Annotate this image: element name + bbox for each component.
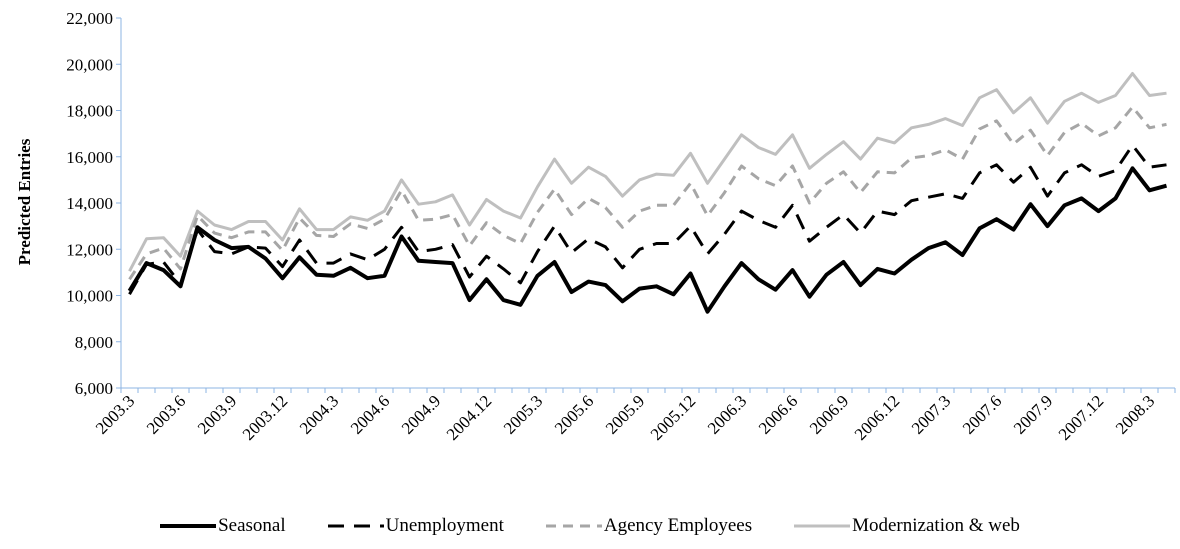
x-tick-label: 2006.3 (704, 391, 750, 437)
x-tick-label: 2005.3 (500, 391, 546, 437)
y-tick-label: 12,000 (66, 240, 113, 259)
series-line-agency-employees (128, 105, 1167, 281)
x-tick-label: 2006.12 (851, 391, 904, 444)
x-tick-label: 2004.12 (443, 391, 496, 444)
x-tick-label: 2005.12 (647, 391, 700, 444)
y-tick-label: 20,000 (66, 55, 113, 74)
legend-label: Agency Employees (603, 515, 753, 536)
x-tick-label: 2004.3 (296, 391, 342, 437)
x-tick-label: 2003.12 (239, 391, 292, 444)
legend-item: Modernization & web (794, 515, 1020, 537)
series-line-unemployment (128, 143, 1167, 296)
x-tick-label: 2005.6 (551, 391, 597, 437)
x-tick-label: 2007.3 (908, 391, 954, 437)
legend: Seasonal Unemployment Agency Employees Mode… (0, 511, 1180, 541)
x-tick-label: 2004.9 (398, 391, 444, 437)
y-tick-label: 22,000 (66, 9, 113, 28)
y-tick-label: 8,000 (75, 333, 113, 352)
series-line-modernization-web (128, 72, 1167, 272)
x-tick-label: 2005.9 (602, 391, 648, 437)
x-tick-label: 2008.3 (1112, 391, 1158, 437)
y-tick-label: 18,000 (66, 102, 113, 121)
legend-swatch (327, 524, 384, 528)
y-axis-title: Predicted Entries (15, 138, 34, 265)
y-tick-label: 6,000 (75, 379, 113, 398)
legend-label: Modernization & web (852, 515, 1020, 536)
y-tick-label: 16,000 (66, 148, 113, 167)
legend-item: Unemployment (327, 515, 504, 537)
legend-swatch (794, 524, 851, 528)
x-tick-label: 2003.3 (92, 391, 138, 437)
x-tick-label: 2003.9 (194, 391, 240, 437)
x-tick-label: 2003.6 (143, 391, 189, 437)
x-tick-label: 2004.6 (347, 391, 393, 437)
legend-label: Seasonal (218, 515, 286, 536)
x-tick-label: 2007.9 (1010, 391, 1056, 437)
legend-swatch (545, 524, 602, 528)
legend-swatch (160, 524, 217, 528)
legend-item: Seasonal (160, 515, 286, 537)
x-tick-label: 2007.6 (959, 391, 1005, 437)
x-tick-label: 2006.6 (755, 391, 801, 437)
x-tick-label: 2007.12 (1055, 391, 1108, 444)
y-tick-label: 10,000 (66, 287, 113, 306)
series-line-seasonal (127, 166, 1168, 314)
legend-item: Agency Employees (545, 515, 753, 537)
series-layer (127, 72, 1168, 314)
y-tick-label: 14,000 (66, 194, 113, 213)
x-tick-label: 2006.9 (806, 391, 852, 437)
legend-label: Unemployment (385, 515, 504, 536)
